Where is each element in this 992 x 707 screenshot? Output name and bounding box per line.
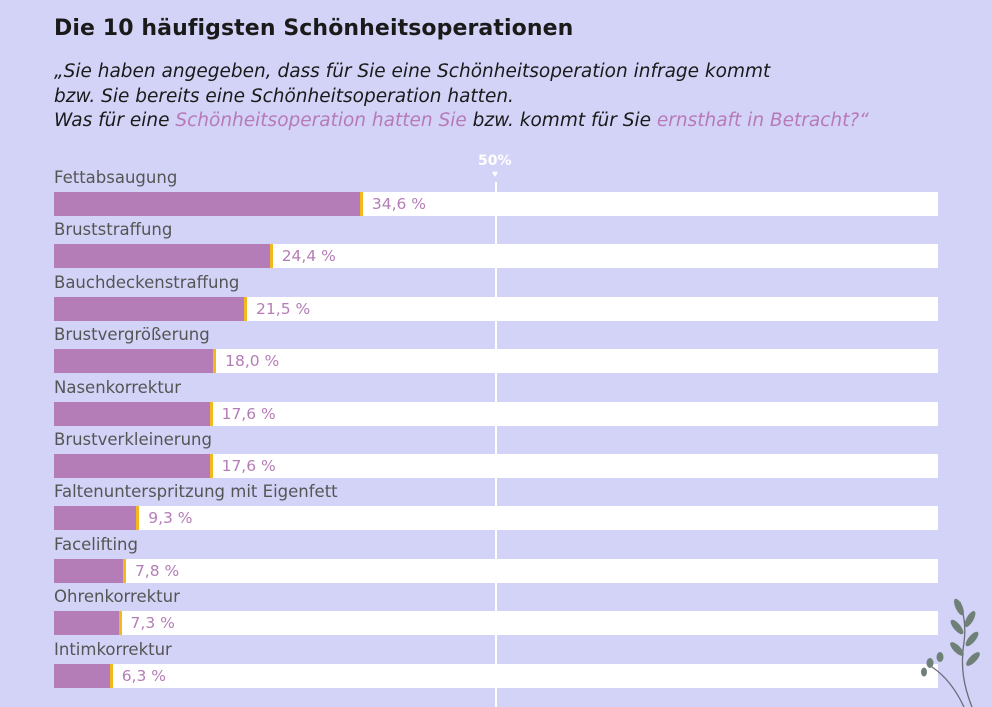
bar xyxy=(54,558,123,583)
value-label: 9,3 % xyxy=(148,509,193,528)
category-label: Brustvergrößerung xyxy=(54,325,210,345)
value-label: 17,6 % xyxy=(221,457,276,475)
category-label: Fettabsaugung xyxy=(54,168,178,187)
category-label: Faltenunterspritzung mit Eigenfett xyxy=(54,482,338,502)
bar-cap xyxy=(209,401,213,426)
bar xyxy=(54,663,110,688)
value-label: 18,0 % xyxy=(225,352,280,371)
bar xyxy=(54,244,270,269)
category-label: Ohrenkorrektur xyxy=(54,587,180,607)
bar-track xyxy=(54,663,938,688)
bar-track xyxy=(54,558,938,583)
question-text: bzw. kommt für Sie xyxy=(466,110,657,131)
bar-track xyxy=(54,611,938,636)
value-label: 17,6 % xyxy=(221,404,276,423)
question-line-1: „Sie haben angegeben, dass für Sie eine … xyxy=(54,61,771,82)
bar-cap xyxy=(244,296,248,321)
bar-cap xyxy=(122,558,126,583)
bar xyxy=(54,296,245,321)
question-text: Was für eine xyxy=(54,110,176,131)
reference-line-50 xyxy=(495,182,497,707)
value-label: 6,3 % xyxy=(121,666,166,685)
bar xyxy=(54,401,210,426)
bar xyxy=(54,454,210,478)
question-line-3: Was für eine Schönheitsoperation hatten … xyxy=(54,109,954,134)
bar-track xyxy=(54,506,938,531)
category-label: Nasenkorrektur xyxy=(54,377,182,397)
bar-cap xyxy=(209,454,213,478)
bar xyxy=(54,611,119,636)
value-label: 7,8 % xyxy=(134,561,180,580)
bar xyxy=(54,192,360,216)
heart-marker-icon: ♥ xyxy=(492,169,498,180)
value-label: 34,6 % xyxy=(371,195,427,213)
survey-question: „Sie haben angegeben, dass für Sie eine … xyxy=(54,60,954,134)
value-label: 21,5 % xyxy=(256,299,311,318)
question-line-2: bzw. Sie bereits eine Schönheitsoperatio… xyxy=(54,85,514,107)
category-label: Bauchdeckenstraffung xyxy=(54,272,240,292)
bar-cap xyxy=(109,663,113,688)
category-label: Facelifting xyxy=(54,534,138,554)
category-label: Intimkorrektur xyxy=(54,639,172,659)
question-highlight-1: Schönheitsoperation hatten Sie xyxy=(175,110,467,131)
category-label: Brustverkleinerung xyxy=(54,430,212,449)
reference-line-label: 50% xyxy=(478,153,512,169)
bar xyxy=(54,506,137,531)
bar-cap xyxy=(213,349,217,374)
leaf-branch-icon xyxy=(921,598,980,707)
value-label: 7,3 % xyxy=(130,614,175,633)
bar xyxy=(54,349,214,374)
category-label: Bruststraffung xyxy=(54,220,173,240)
value-label: 24,4 % xyxy=(281,247,336,266)
bar-cap xyxy=(136,506,140,531)
question-highlight-2: ernsthaft in Betracht?“ xyxy=(656,110,869,131)
bar-cap xyxy=(359,192,363,216)
bar-cap xyxy=(118,611,122,636)
chart-title: Die 10 häufigsten Schönheitsoperationen xyxy=(54,16,574,41)
bar-cap xyxy=(269,244,273,269)
